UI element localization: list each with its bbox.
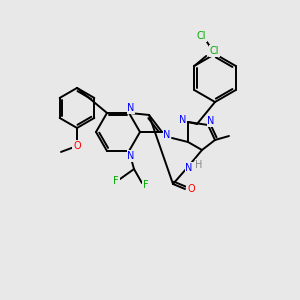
Text: O: O — [73, 141, 81, 151]
Text: N: N — [127, 151, 135, 161]
Text: N: N — [207, 116, 215, 126]
Text: N: N — [127, 103, 135, 113]
Text: N: N — [163, 130, 171, 140]
Text: Cl: Cl — [209, 46, 219, 56]
Text: H: H — [195, 160, 203, 170]
Text: Cl: Cl — [196, 31, 206, 41]
Text: N: N — [185, 163, 193, 173]
Text: N: N — [179, 115, 187, 125]
Text: F: F — [113, 176, 119, 186]
Text: O: O — [187, 184, 195, 194]
Text: F: F — [143, 180, 149, 190]
